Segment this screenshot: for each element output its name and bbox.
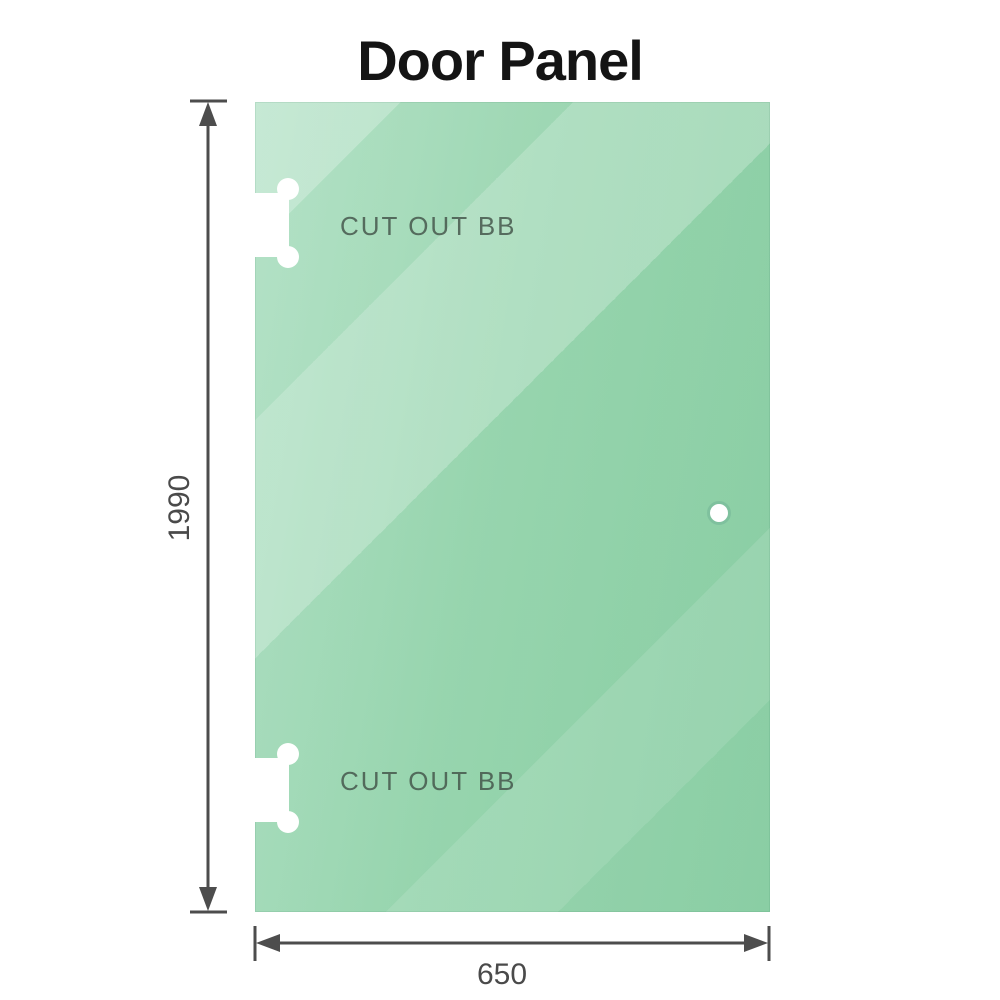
arrow-down-icon — [199, 887, 217, 911]
glass-panel: CUT OUT BB CUT OUT BB — [254, 102, 770, 912]
arrow-up-icon — [199, 102, 217, 126]
diagram-title: Door Panel — [357, 29, 644, 92]
hinge-cutout-top — [254, 178, 299, 268]
arrow-left-icon — [256, 934, 280, 952]
width-dimension — [253, 926, 771, 961]
arrow-right-icon — [744, 934, 768, 952]
hinge-cutout-bottom — [254, 743, 299, 833]
cutout-label-top: CUT OUT BB — [340, 211, 517, 241]
hinge-cutout-notch — [254, 758, 289, 822]
width-value: 650 — [476, 958, 528, 991]
cutout-label-bottom: CUT OUT BB — [340, 766, 517, 796]
hinge-cutout-notch — [254, 193, 289, 257]
height-dimension — [190, 99, 227, 914]
handle-hole-icon — [707, 501, 731, 525]
height-value: 1990 — [163, 474, 196, 542]
